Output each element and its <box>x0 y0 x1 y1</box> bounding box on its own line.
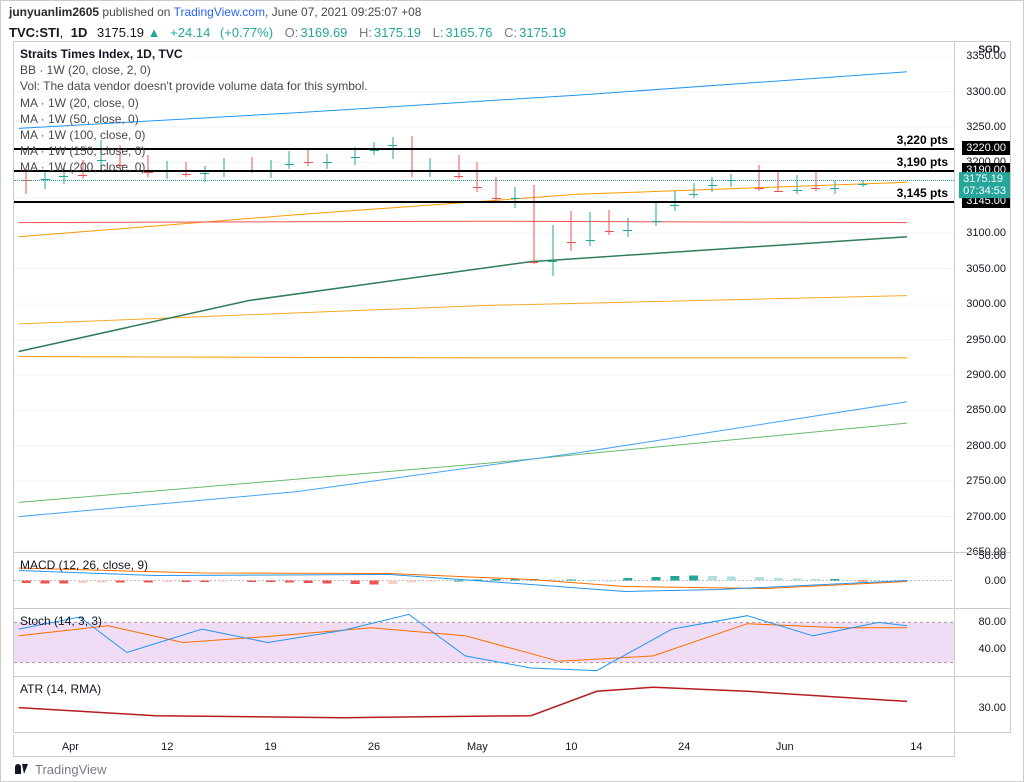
c-label: C: <box>504 25 517 40</box>
timeframe[interactable]: 1D <box>71 25 88 40</box>
atr-pane[interactable]: ATR (14, RMA) 30.00 <box>14 676 1010 732</box>
l-value: 3165.76 <box>446 25 493 40</box>
timestamp: June 07, 2021 09:25:07 +08 <box>272 5 422 19</box>
macd-legend: MACD (12, 26, close, 9) <box>20 557 148 573</box>
symbol[interactable]: TVC:STI <box>9 25 60 40</box>
main-pane[interactable]: Straits Times Index, 1D, TVC BB · 1W (20… <box>14 42 1010 552</box>
last-price: 3175.19 <box>97 25 144 40</box>
site-link[interactable]: TradingView.com <box>174 5 265 19</box>
l-label: L: <box>433 25 444 40</box>
ohlc-row: TVC:STI, 1D 3175.19 ▲ +24.14 (+0.77%) O:… <box>1 23 1023 42</box>
footer-brand[interactable]: TradingView <box>13 761 107 777</box>
atr-legend: ATR (14, RMA) <box>20 681 101 697</box>
chart-panes: Straits Times Index, 1D, TVC BB · 1W (20… <box>13 41 1011 733</box>
stoch-pane[interactable]: Stoch (14, 3, 3) 80.0040.00 <box>14 608 1010 676</box>
main-yaxis[interactable]: SGD 2650.002700.002750.002800.002850.002… <box>954 42 1010 552</box>
published-on: published on <box>102 5 170 19</box>
h-label: H: <box>359 25 372 40</box>
change-pct: (+0.77%) <box>220 25 273 40</box>
macd-pane[interactable]: MACD (12, 26, close, 9) 50.000.00 <box>14 552 1010 608</box>
stoch-legend: Stoch (14, 3, 3) <box>20 613 102 629</box>
o-label: O: <box>285 25 299 40</box>
h-value: 3175.19 <box>374 25 421 40</box>
tradingview-logo-icon <box>13 761 29 777</box>
header: junyuanlim2605 published on TradingView.… <box>1 1 1023 23</box>
main-legend: Straits Times Index, 1D, TVC BB · 1W (20… <box>20 46 368 176</box>
up-arrow-icon: ▲ <box>148 25 161 40</box>
macd-yaxis[interactable]: 50.000.00 <box>954 553 1010 608</box>
stoch-yaxis[interactable]: 80.0040.00 <box>954 609 1010 676</box>
main-title: Straits Times Index, 1D, TVC <box>20 46 368 62</box>
c-value: 3175.19 <box>519 25 566 40</box>
o-value: 3169.69 <box>300 25 347 40</box>
change: +24.14 <box>170 25 210 40</box>
username: junyuanlim2605 <box>9 5 99 19</box>
footer-brand-text: TradingView <box>35 762 107 777</box>
atr-yaxis[interactable]: 30.00 <box>954 677 1010 732</box>
xaxis[interactable]: Apr121926May1024Jun14 <box>13 735 955 757</box>
